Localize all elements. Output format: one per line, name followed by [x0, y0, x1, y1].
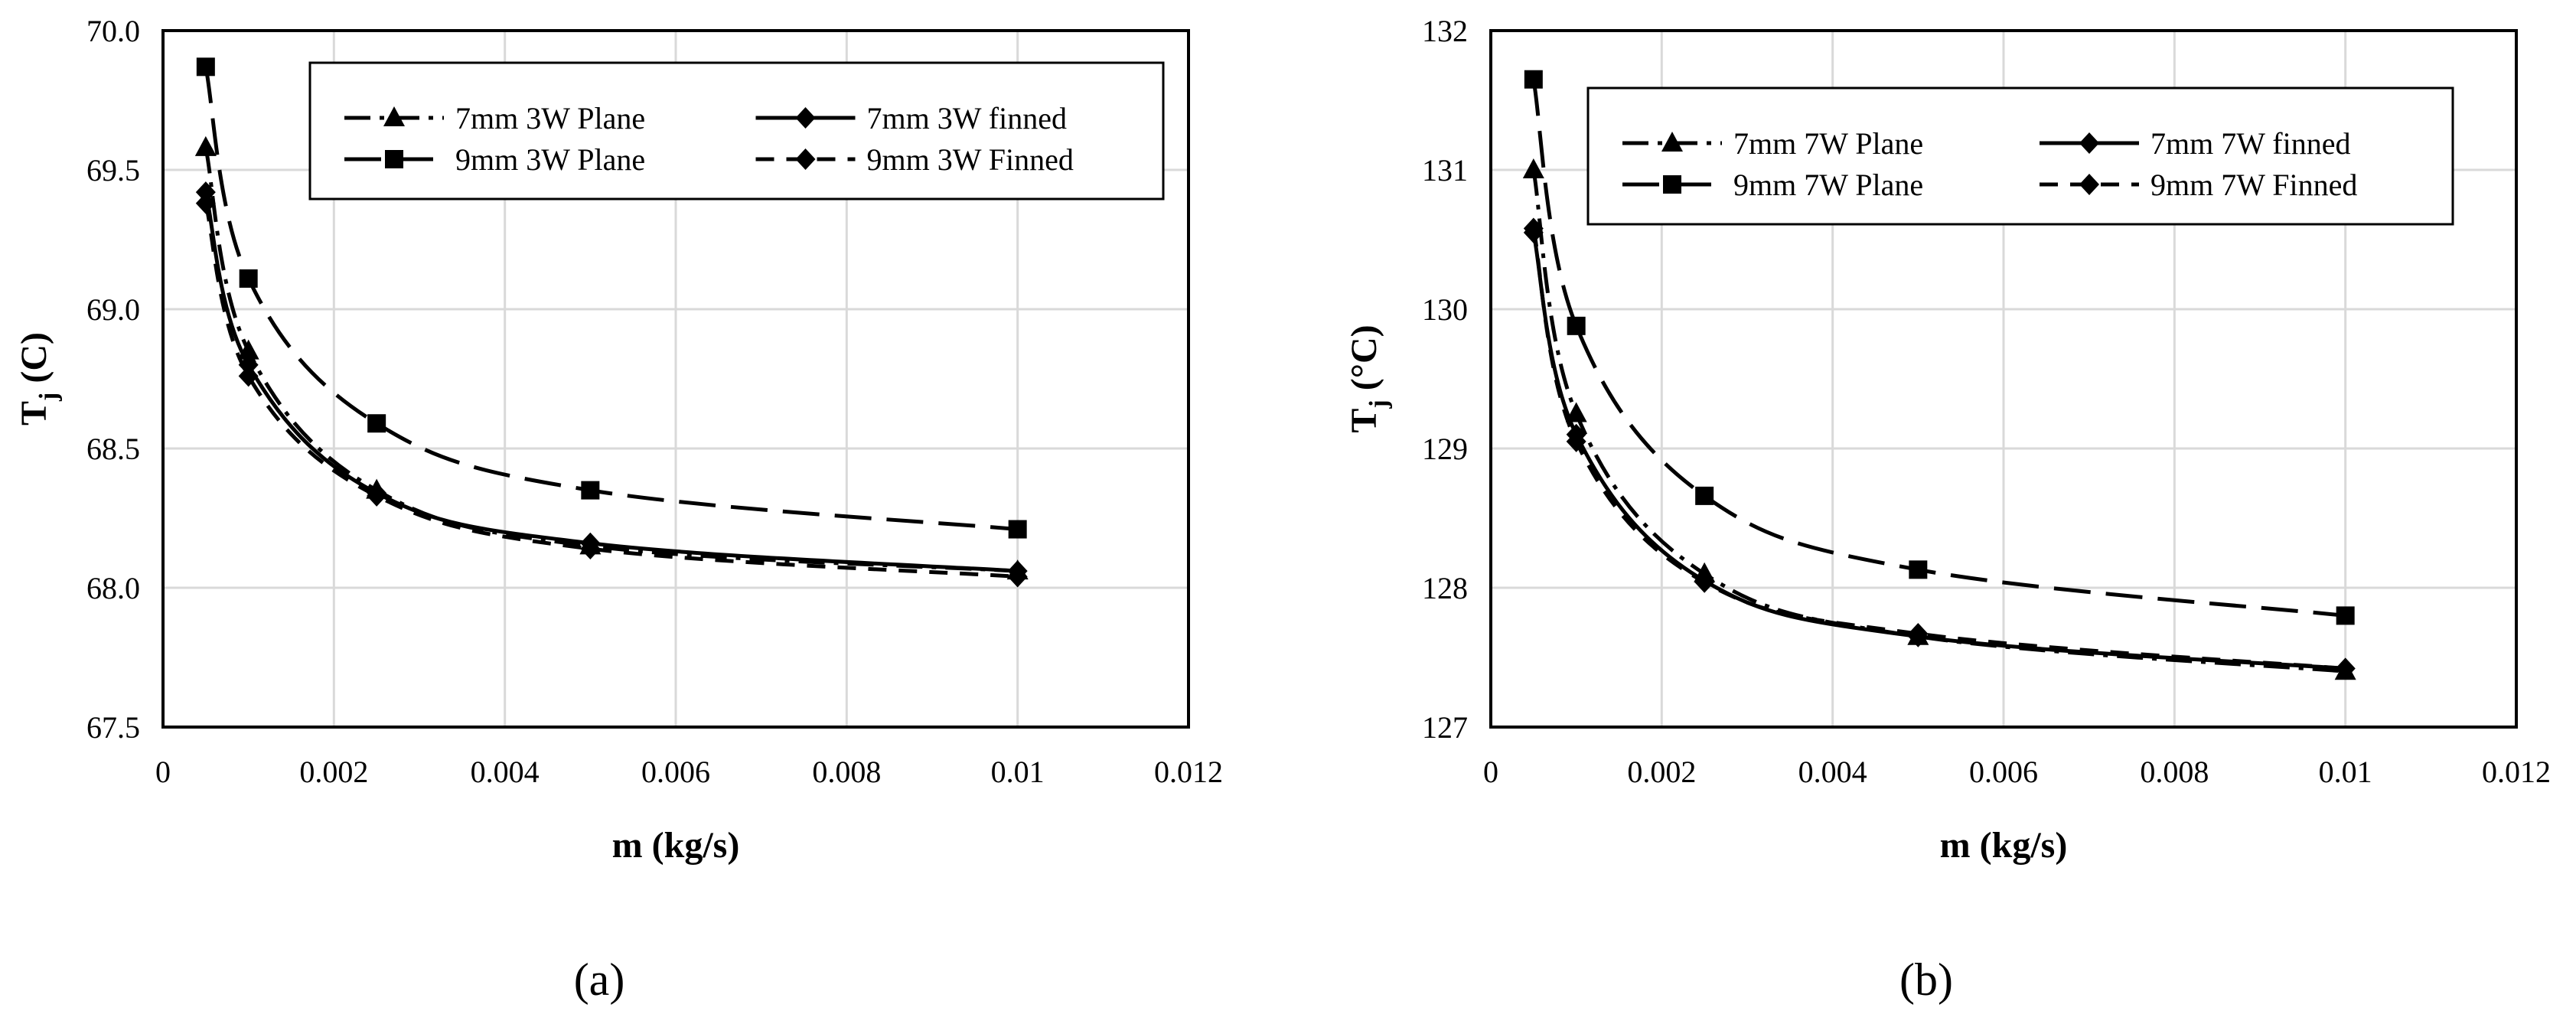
chart-a-series-0-point [194, 135, 217, 156]
chart-b-y-tick-label: 132 [1422, 14, 1468, 48]
chart-b-x-tick-label: 0.01 [2319, 755, 2372, 789]
chart-a-x-tick-label: 0.01 [991, 755, 1045, 789]
chart-b-legend-marker-3 [2079, 174, 2099, 195]
chart-b-y-axis-title: Tj (°C) [1344, 324, 1393, 432]
chart-b-x-tick-label: 0.012 [2482, 755, 2551, 789]
chart-a-y-tick-label: 69.5 [86, 153, 140, 188]
chart-a-y-tick-label: 67.5 [86, 710, 140, 745]
chart-b-series-0-point [1522, 158, 1544, 178]
chart-a-series-2-point [581, 481, 600, 500]
chart-a-y-axis-title-unit: (C) [14, 332, 54, 393]
chart-a-series-2-point [1008, 520, 1027, 539]
chart-a-legend-label-1: 7mm 3W finned [867, 101, 1067, 135]
chart-a-legend: 7mm 3W Plane 7mm 3W finned 9mm 3W Plane 9mm… [308, 61, 1165, 201]
chart-b-y-axis-title-unit: (°C) [1344, 324, 1384, 399]
chart-a-legend-label-2: 9mm 3W Plane [455, 142, 645, 177]
chart-a-y-tick-label: 68.5 [86, 432, 140, 466]
chart-a-y-tick-label: 68.0 [86, 571, 140, 605]
chart-b-y-tick-label: 129 [1422, 432, 1468, 466]
chart-b-legend-marker-1 [2079, 132, 2099, 154]
chart-a-series-3-point [238, 365, 259, 387]
chart-b-y-axis-title-main: T [1344, 409, 1384, 433]
chart-a-legend-marker-0 [383, 106, 405, 126]
chart-a-series-2-point [196, 57, 215, 77]
chart-a-x-tick-label: 0.002 [299, 755, 368, 789]
chart-a-series-1-point [195, 181, 216, 204]
chart-a-series-0-line [204, 147, 1018, 573]
chart-a-x-tick-label: 0 [155, 755, 171, 789]
chart-b-series-3-point [1908, 623, 1929, 645]
chart-b-series-0-line [1531, 169, 2346, 673]
chart-a-series-1-line [204, 191, 1018, 573]
chart-b-series-3-point [1523, 217, 1544, 240]
chart-a-series-3-point [367, 484, 387, 507]
chart-b-legend-box [1586, 86, 2454, 226]
chart-a-x-tick-label: 0.006 [641, 755, 710, 789]
chart-b-series-0-point [1565, 402, 1587, 422]
chart-a-legend-label-3: 9mm 3W Finned [867, 142, 1074, 177]
chart-b-series-3-line [1531, 227, 2346, 671]
chart-b: 0 0.002 0.004 0.006 0.008 0.01 0.012 127 128 129 1… [1344, 14, 2551, 866]
chart-b-y-tick-label: 131 [1422, 153, 1468, 188]
chart-a-y-axis-title-main: T [14, 401, 54, 426]
chart-a-y-axis-title: Tj (C) [14, 332, 63, 426]
chart-a-plot-frame [161, 29, 1190, 729]
chart-b-series-2-line [1531, 79, 2346, 618]
chart-a-x-tick-label: 0.008 [812, 755, 881, 789]
chart-a-legend-box [308, 61, 1165, 201]
chart-b-series-2-point [1567, 316, 1586, 335]
chart-b-series-3-point [1694, 571, 1715, 593]
chart-b-plot-frame [1489, 29, 2518, 729]
chart-b-y-axis-title-text: Tj (°C) [1344, 324, 1393, 432]
chart-a-legend-marker-2 [385, 150, 403, 168]
chart-b-y-tick-label: 127 [1422, 710, 1468, 745]
chart-a-y-axis-title-text: Tj (C) [14, 332, 63, 426]
chart-b-x-tick-label: 0.008 [2140, 755, 2209, 789]
chart-a-y-tick-label: 70.0 [86, 14, 140, 48]
chart-b-legend-label-2: 9mm 7W Plane [1733, 168, 1923, 202]
chart-b-y-axis-title-sub: j [1365, 399, 1393, 409]
chart-b-legend: 7mm 7W Plane 7mm 7W finned 9mm 7W Plane 9mm… [1586, 86, 2454, 226]
chart-a-legend-marker-3 [795, 148, 816, 170]
chart-b-series-2-point [1909, 560, 1928, 579]
chart-b-y-tick-label: 130 [1422, 292, 1468, 327]
chart-b-legend-label-3: 9mm 7W Finned [2150, 168, 2357, 202]
chart-b-x-tick-label: 0 [1483, 755, 1498, 789]
chart-b-series-2-point [1695, 486, 1714, 505]
chart-a-x-tick-label: 0.004 [471, 755, 540, 789]
panel-label-b: (b) [1899, 954, 1953, 1005]
chart-a-series-2-point [239, 269, 258, 288]
chart-a-series-3-point [1007, 566, 1028, 588]
chart-a-legend-label-0: 7mm 3W Plane [455, 101, 645, 135]
chart-a: 0 0.002 0.004 0.006 0.008 0.01 0.012 67.5 68.0 68… [14, 14, 1223, 866]
chart-a-y-tick-label: 69.0 [86, 292, 140, 327]
chart-a-series-3-point [580, 538, 601, 560]
chart-b-series-3-point [1566, 430, 1586, 452]
chart-b-legend-marker-2 [1663, 175, 1681, 194]
chart-b-x-tick-label: 0.004 [1798, 755, 1867, 789]
chart-b-series-2-point [2336, 606, 2355, 625]
panel-label-a: (a) [574, 954, 625, 1005]
chart-b-legend-marker-0 [1661, 132, 1683, 152]
chart-a-x-axis-title: m (kg/s) [612, 825, 740, 866]
chart-b-x-tick-label: 0.002 [1627, 755, 1696, 789]
chart-b-x-tick-label: 0.006 [1969, 755, 2038, 789]
chart-a-series-2-point [367, 414, 386, 433]
chart-b-legend-label-0: 7mm 7W Plane [1733, 126, 1923, 161]
chart-a-series-3-point [195, 192, 216, 214]
chart-b-series-3-point [2335, 657, 2356, 680]
chart-a-y-axis-title-sub: j [34, 393, 63, 402]
chart-b-series-2-point [1524, 70, 1543, 89]
chart-a-legend-marker-1 [795, 107, 816, 129]
chart-b-y-tick-label: 128 [1422, 571, 1468, 605]
chart-b-x-axis-title: m (kg/s) [1940, 825, 2068, 866]
chart-a-series-2-line [204, 66, 1018, 532]
chart-b-legend-label-1: 7mm 7W finned [2150, 126, 2350, 161]
chart-a-x-tick-label: 0.012 [1154, 755, 1223, 789]
chart-a-series-3-line [204, 203, 1018, 579]
